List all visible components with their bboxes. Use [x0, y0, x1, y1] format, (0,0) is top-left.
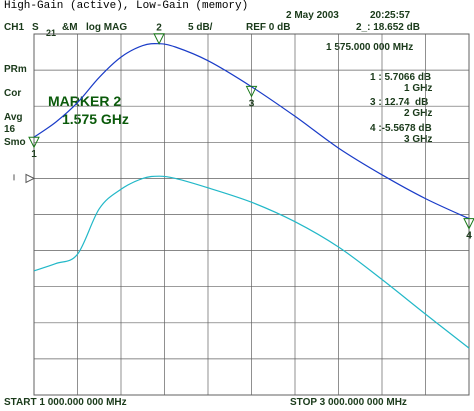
param-label: S	[32, 22, 39, 33]
marker-1-symbol	[28, 136, 40, 149]
chart-title: High-Gain (active), Low-Gain (memory)	[4, 0, 249, 12]
grid	[33, 33, 470, 396]
marker-annotation-line2: 1.575 GHz	[62, 111, 129, 127]
cor-label: Cor	[4, 88, 22, 99]
marker-2-label: 2	[156, 23, 162, 34]
marker-2-symbol	[153, 33, 165, 45]
time-text: 20:25:57	[370, 10, 411, 21]
marker-1-label: 1	[31, 149, 37, 160]
active-marker-freq: 1 575.000 000 MHz	[326, 42, 414, 53]
channel-label: CH1	[4, 22, 25, 33]
scale-label: 5 dB/	[188, 22, 213, 33]
avg-count-label: 16	[4, 124, 16, 135]
ref-label: REF 0 dB	[246, 22, 291, 33]
marker-table-freq-1: 1 GHz	[404, 83, 433, 94]
start-frequency: START 1 000.000 000 MHz	[4, 397, 127, 408]
format-label: log MAG	[86, 22, 128, 33]
date-text: 2 May 2003	[286, 10, 339, 21]
prm-label: PRm	[4, 64, 27, 75]
param-sub-label: 21	[46, 28, 57, 38]
marker-table-value-4: 4 :-5.5678 dB	[370, 123, 432, 134]
avg-label: Avg	[4, 112, 23, 123]
marker-3-label: 3	[249, 98, 255, 109]
reference-arrows	[13, 173, 36, 184]
active-marker-value: 2_: 18.652 dB	[356, 22, 420, 33]
reference-level-arrow	[25, 173, 36, 184]
marker-3-symbol	[245, 85, 258, 98]
traces	[33, 42, 470, 349]
marker-table-freq-3: 2 GHz	[404, 108, 433, 119]
markers: 1 2 3 4	[28, 23, 474, 242]
marker-4-label: 4	[466, 231, 472, 242]
marker-table-value-1: 1 : 5.7066 dB	[370, 72, 432, 83]
mode-label: &M	[62, 22, 78, 33]
trace-low-gain-memory	[33, 175, 470, 349]
marker-table-value-3: 3 : 12.74 dB	[370, 97, 429, 108]
trace-high-gain-active	[33, 42, 470, 220]
marker-4-symbol	[463, 218, 474, 230]
smo-label: Smo	[4, 137, 26, 148]
stop-frequency: STOP 3 000.000 000 MHz	[290, 397, 407, 408]
marker-table-freq-4: 3 GHz	[404, 134, 433, 145]
